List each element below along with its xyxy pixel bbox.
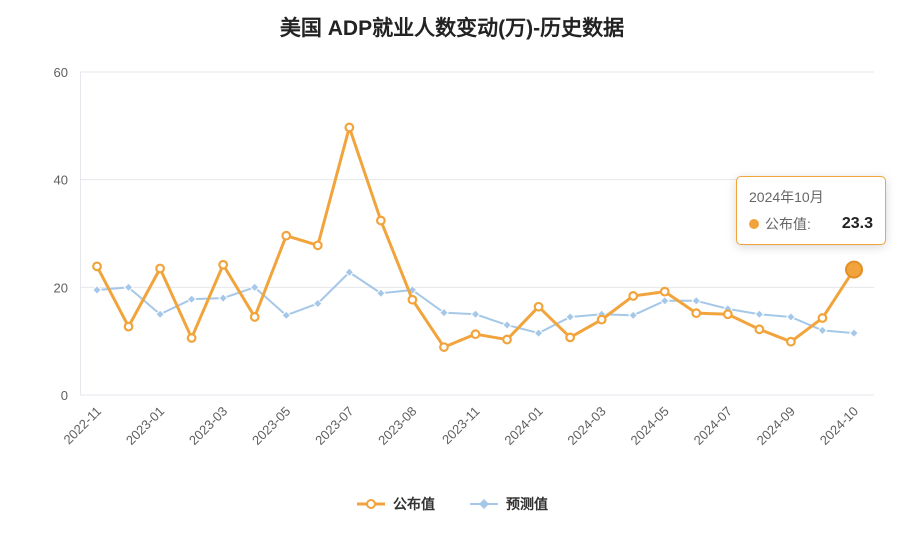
forecast-point (155, 309, 165, 320)
forecast-series[interactable] (92, 267, 859, 338)
svg-text:2024-07: 2024-07 (691, 404, 735, 448)
tooltip-date: 2024年10月 (749, 189, 824, 205)
published-point (92, 261, 102, 272)
svg-text:2024-03: 2024-03 (564, 404, 608, 448)
tooltip-value: 23.3 (841, 215, 873, 232)
forecast-point (186, 294, 197, 305)
forecast-point (628, 310, 639, 321)
published-point (817, 313, 828, 323)
forecast-point (375, 288, 386, 299)
svg-text:2024-09: 2024-09 (754, 404, 798, 448)
published-point (439, 342, 449, 352)
published-point (596, 314, 607, 325)
forecast-point (439, 307, 449, 318)
svg-text:2023-11: 2023-11 (439, 404, 483, 448)
legend-item-published[interactable]: 公布值 (356, 494, 435, 514)
published-point (533, 301, 544, 312)
forecast-point (344, 267, 355, 278)
legend-item-forecast[interactable]: 预测值 (469, 494, 548, 514)
forecast-point (565, 312, 576, 322)
tooltip-row: 公布值: 23.3 (749, 214, 873, 234)
forecast-point (533, 328, 544, 338)
published-point (754, 324, 765, 335)
published-point (186, 333, 197, 343)
published-point (218, 259, 229, 270)
forecast-point (281, 310, 292, 321)
chart-legend: 公布值 预测值 (0, 494, 904, 514)
forecast-point (218, 293, 229, 304)
svg-text:40: 40 (54, 173, 68, 188)
forecast-point (754, 309, 765, 320)
published-point (691, 308, 702, 319)
forecast-point (92, 285, 102, 295)
forecast-point (659, 295, 670, 306)
published-point (312, 240, 323, 251)
svg-text:2024-10: 2024-10 (817, 404, 861, 448)
forecast-point (502, 320, 512, 330)
svg-text:2024-05: 2024-05 (628, 404, 672, 448)
forecast-point (249, 282, 260, 293)
published-point (375, 215, 386, 226)
published-point (470, 329, 481, 340)
forecast-point (786, 312, 796, 322)
svg-text:0: 0 (61, 388, 68, 403)
forecast-diamond-marker-icon (470, 499, 498, 509)
forecast-point (817, 325, 828, 336)
legend-label-published: 公布值 (393, 496, 435, 512)
highlighted-point[interactable] (845, 260, 863, 279)
svg-text:2023-07: 2023-07 (312, 404, 356, 448)
published-point (123, 321, 134, 332)
forecast-point (123, 282, 134, 293)
published-point (565, 332, 576, 343)
published-point (628, 291, 639, 301)
svg-text:2023-01: 2023-01 (123, 404, 167, 448)
svg-text:2023-08: 2023-08 (375, 404, 419, 448)
forecast-point (691, 295, 702, 306)
published-point (155, 263, 165, 274)
forecast-point (849, 328, 859, 338)
published-point (407, 294, 418, 305)
published-point (502, 334, 512, 345)
forecast-point (312, 298, 323, 309)
svg-text:2022-11: 2022-11 (60, 404, 104, 448)
svg-text:2024-01: 2024-01 (501, 404, 545, 448)
published-point (722, 309, 733, 320)
published-point (786, 336, 796, 347)
tooltip-series-label: 公布值: (765, 216, 811, 232)
svg-text:20: 20 (54, 280, 68, 295)
tooltip: 2024年10月 公布值: 23.3 (736, 176, 886, 245)
published-series-dot-icon (749, 219, 759, 229)
published-series[interactable] (92, 122, 859, 352)
forecast-point (470, 309, 481, 320)
y-axis-labels: 0 20 40 60 (54, 65, 68, 403)
published-point (249, 312, 260, 322)
svg-text:60: 60 (54, 65, 68, 80)
published-point (659, 286, 670, 297)
legend-label-forecast: 预测值 (506, 496, 548, 512)
published-line-marker-icon (357, 499, 385, 509)
chart-title: 美国 ADP就业人数变动(万)-历史数据 (279, 17, 625, 40)
svg-text:2023-03: 2023-03 (186, 404, 230, 448)
published-point (344, 122, 355, 133)
published-point (281, 230, 292, 241)
svg-text:2023-05: 2023-05 (249, 404, 293, 448)
x-axis-labels: 2022-11 2023-01 2023-03 2023-05 2023-07 2023-… (60, 404, 861, 448)
